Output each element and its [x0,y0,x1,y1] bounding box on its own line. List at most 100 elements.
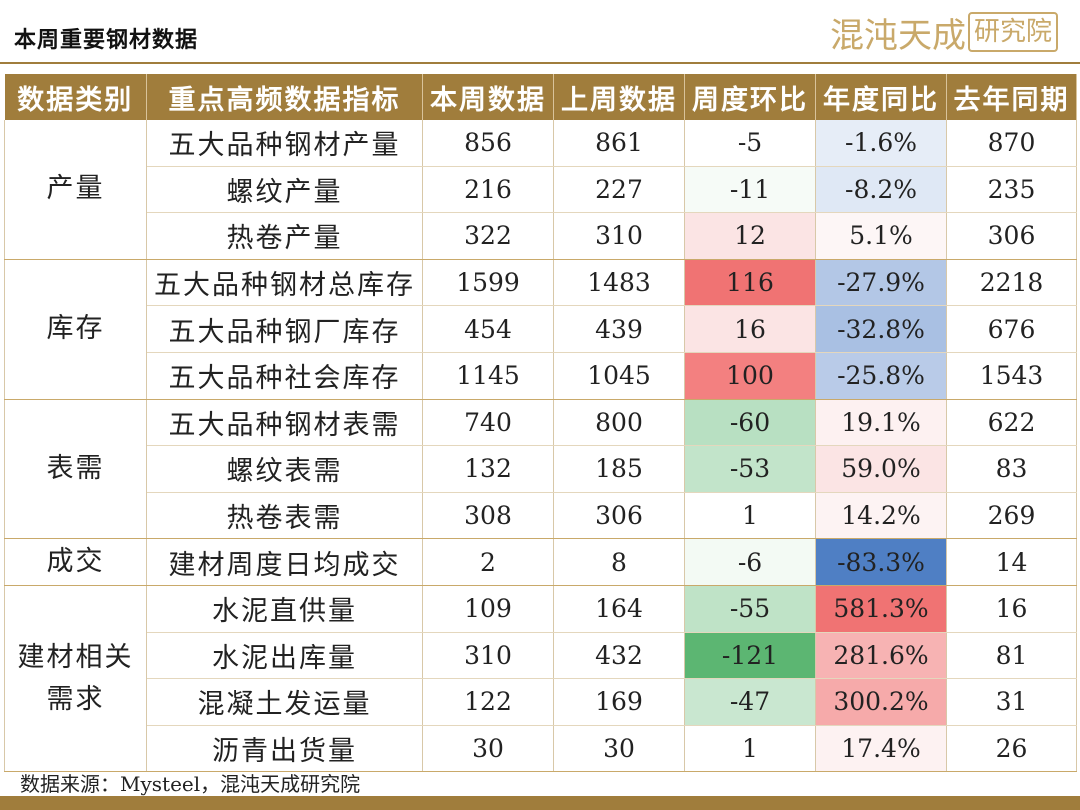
last-week-cell: 432 [553,632,685,680]
indicator-cell: 混凝土发运量 [146,678,423,726]
indicator-cell: 五大品种钢厂库存 [146,305,423,353]
last-year-cell: 676 [946,305,1077,353]
last-year-cell: 81 [946,632,1077,680]
last-year-cell: 83 [946,445,1077,493]
indicator-cell: 沥青出货量 [146,725,423,773]
last-year-cell: 31 [946,678,1077,726]
last-week-cell: 169 [553,678,685,726]
wow-cell: 116 [684,259,816,307]
yoy-cell: -27.9% [815,259,947,307]
yoy-cell: 581.3% [815,585,947,633]
yoy-cell: -83.3% [815,538,947,586]
wow-cell: -121 [684,632,816,680]
last-year-cell: 870 [946,120,1077,167]
this-week-cell: 740 [422,399,554,447]
last-year-cell: 306 [946,212,1077,260]
yoy-cell: 14.2% [815,492,947,540]
this-week-cell: 132 [422,445,554,493]
wow-cell: -47 [684,678,816,726]
yoy-cell: 281.6% [815,632,947,680]
indicator-cell: 五大品种钢材总库存 [146,259,423,307]
wow-cell: -60 [684,399,816,447]
table-row: 表需 五大品种钢材表需 740 800 -60 19.1% 622 [4,399,1077,540]
last-week-cell: 164 [553,585,685,633]
yoy-cell: -32.8% [815,305,947,353]
last-week-cell: 30 [553,725,685,773]
indicator-cell: 水泥出库量 [146,632,423,680]
logo-seal: 研究院 [967,12,1058,52]
table-row: 成交 建材周度日均成交 2 8 -6 -83.3% 14 [4,538,1077,586]
this-week-cell: 856 [422,120,554,167]
wow-cell: -53 [684,445,816,493]
table-row: 螺纹表需 132 185 -53 59.0% 83 [5,445,1077,493]
indicator-cell: 五大品种钢材产量 [146,120,423,167]
page-title: 本周重要钢材数据 [14,28,199,53]
table-row: 库存 五大品种钢材总库存 1599 1483 116 -27.9% 2218 [4,259,1077,400]
yoy-cell: -1.6% [815,120,947,167]
wow-cell: -11 [684,166,816,214]
last-week-cell: 800 [553,399,685,447]
table-row: 螺纹产量 216 227 -11 -8.2% 235 [5,166,1077,214]
header-indicator: 重点高频数据指标 [146,74,423,120]
this-week-cell: 216 [422,166,554,214]
header-this-week: 本周数据 [422,74,554,120]
table-row: 热卷表需 308 306 1 14.2% 269 [5,492,1077,540]
last-year-cell: 269 [946,492,1077,540]
yoy-cell: 19.1% [815,399,947,447]
last-year-cell: 622 [946,399,1077,447]
wow-cell: -6 [684,538,816,586]
last-year-cell: 16 [946,585,1077,633]
table-row: 五大品种社会库存 1145 1045 100 -25.8% 1543 [5,352,1077,400]
table-row: 沥青出货量 30 30 1 17.4% 26 [5,725,1077,773]
this-week-cell: 454 [422,305,554,353]
this-week-cell: 109 [422,585,554,633]
yoy-cell: -25.8% [815,352,947,400]
last-week-cell: 8 [553,538,685,586]
indicator-cell: 热卷产量 [146,212,423,260]
wow-cell: -55 [684,585,816,633]
category-cell: 表需 [4,399,147,540]
category-cell: 建材相关需求 [4,585,147,773]
header-last-year: 去年同期 [946,74,1077,120]
last-week-cell: 310 [553,212,685,260]
indicator-cell: 建材周度日均成交 [146,538,423,586]
table-row: 建材相关需求 水泥直供量 109 164 -55 581.3% 16 [4,585,1077,773]
last-week-cell: 1045 [553,352,685,400]
category-cell: 库存 [4,259,147,400]
indicator-cell: 螺纹产量 [146,166,423,214]
wow-cell: 1 [684,492,816,540]
last-week-cell: 439 [553,305,685,353]
last-year-cell: 14 [946,538,1077,586]
indicator-cell: 水泥直供量 [146,585,423,633]
this-week-cell: 1145 [422,352,554,400]
last-week-cell: 185 [553,445,685,493]
header-category: 数据类别 [4,74,147,120]
yoy-cell: 59.0% [815,445,947,493]
wow-cell: 1 [684,725,816,773]
category-cell: 产量 [4,120,147,260]
header-last-week: 上周数据 [553,74,685,120]
wow-cell: -5 [684,120,816,167]
table-body: 产量 五大品种钢材产量 856 861 -5 -1.6% 870 螺纹产量 216 227 -11-… [4,120,1077,773]
last-year-cell: 1543 [946,352,1077,400]
yoy-cell: 300.2% [815,678,947,726]
last-week-cell: 306 [553,492,685,540]
last-year-cell: 235 [946,166,1077,214]
wow-cell: 12 [684,212,816,260]
this-week-cell: 2 [422,538,554,586]
yoy-cell: -8.2% [815,166,947,214]
header-wow: 周度环比 [684,74,816,120]
indicator-cell: 五大品种钢材表需 [146,399,423,447]
last-week-cell: 227 [553,166,685,214]
last-week-cell: 861 [553,120,685,167]
this-week-cell: 322 [422,212,554,260]
data-source-note: 数据来源：Mysteel，混沌天成研究院 [20,772,361,796]
footer-bar [0,796,1080,810]
company-logo: 混沌天成 研究院 [830,10,1058,56]
steel-data-table: 数据类别 重点高频数据指标 本周数据 上周数据 周度环比 年度同比 去年同期 产… [4,74,1077,773]
indicator-cell: 螺纹表需 [146,445,423,493]
last-week-cell: 1483 [553,259,685,307]
this-week-cell: 122 [422,678,554,726]
table-row: 产量 五大品种钢材产量 856 861 -5 -1.6% 870 [4,120,1077,260]
table-row: 水泥出库量 310 432 -121 281.6% 81 [5,632,1077,680]
